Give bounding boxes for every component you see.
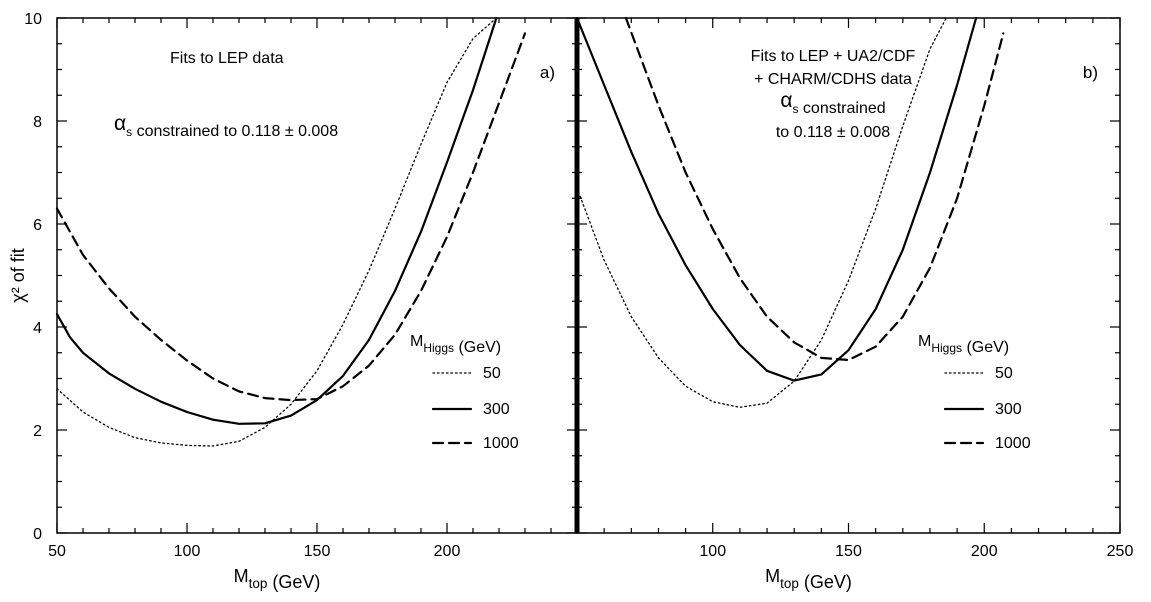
annotation-line: Fits to LEP data xyxy=(170,50,284,67)
annotation-line: αs constrained xyxy=(780,89,885,117)
y-tick-label: 6 xyxy=(33,217,42,234)
panel-label: b) xyxy=(1083,63,1098,82)
chart-panel-a: 50 100 150 200 0 2 4 6 8 10 a) Fits to LEP data 50 30… xyxy=(24,11,578,560)
annotation-line: to 0.118 ± 0.008 xyxy=(776,124,890,141)
y-tick-label: 0 xyxy=(33,526,42,543)
x-tick-label: 100 xyxy=(699,543,726,560)
series-line-mhiggs-300 xyxy=(55,16,498,425)
x-axis-title: Mtop (GeV) xyxy=(765,566,852,592)
series-line-mhiggs-50 xyxy=(576,17,947,408)
legend-label: 50 xyxy=(483,365,501,382)
legend-title: MHiggs (GeV) xyxy=(410,333,501,356)
x-tick-label: 100 xyxy=(174,543,201,560)
y-axis-title: χ² of fit xyxy=(8,248,28,302)
legend-label: 1000 xyxy=(995,435,1031,452)
legend-label: 1000 xyxy=(483,435,519,452)
annotation-line: + CHARM/CDHS data xyxy=(754,71,912,88)
series-line-mhiggs-50 xyxy=(56,17,498,447)
x-tick-label: 150 xyxy=(835,543,862,560)
x-axis-title: Mtop (GeV) xyxy=(234,566,321,592)
series-line-mhiggs-1000 xyxy=(55,32,527,402)
y-tick-label: 8 xyxy=(33,114,42,131)
x-tick-label: 150 xyxy=(304,543,331,560)
x-tick-label: 50 xyxy=(48,543,66,560)
annotation-line: αs constrained to 0.118 ± 0.008 xyxy=(114,112,338,140)
x-tick-label: 200 xyxy=(434,543,461,560)
legend-title: MHiggs (GeV) xyxy=(918,333,1009,356)
x-tick-label: 250 xyxy=(1107,543,1134,560)
plot-frame xyxy=(576,17,1121,534)
legend-label: 300 xyxy=(995,401,1022,418)
plot-frame xyxy=(56,17,578,534)
y-tick-label: 4 xyxy=(33,320,42,337)
x-tick-label: 200 xyxy=(971,543,998,560)
series-line-mhiggs-1000 xyxy=(624,16,1005,362)
y-tick-label: 10 xyxy=(24,11,42,28)
annotation-line: Fits to LEP + UA2/CDF xyxy=(751,48,916,65)
legend-label: 50 xyxy=(995,365,1013,382)
panel-label: a) xyxy=(540,63,555,82)
chart-panel-b: 100 150 200 250 b) Fits to LEP + UA2/CDF + CHA… xyxy=(575,16,1134,560)
series-line-mhiggs-300 xyxy=(575,16,978,382)
legend-label: 300 xyxy=(483,401,510,418)
y-tick-label: 2 xyxy=(33,423,42,440)
